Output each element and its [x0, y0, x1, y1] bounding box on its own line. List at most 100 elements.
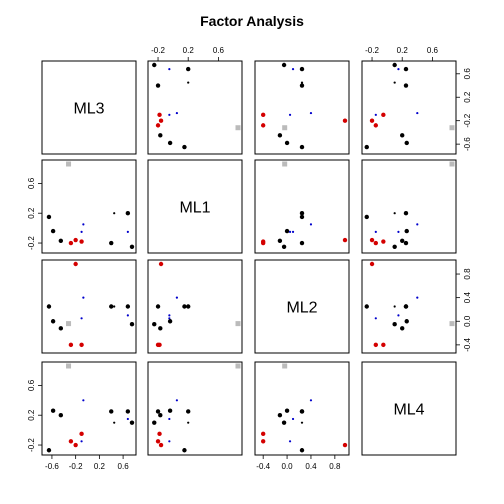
data-point-2	[403, 304, 409, 309]
data-point-4	[167, 408, 173, 413]
data-point-13	[235, 363, 241, 369]
data-point-2	[299, 83, 305, 88]
data-point-9	[126, 230, 129, 233]
tick-label: 0.6	[427, 46, 439, 55]
data-point-7	[369, 261, 375, 267]
data-point-2	[403, 83, 409, 88]
data-point-12	[113, 305, 116, 308]
data-point-7	[73, 442, 78, 448]
tick-label: 0.2	[463, 91, 472, 103]
data-point-1	[125, 304, 131, 309]
data-point-3	[277, 413, 283, 418]
data-point-6	[155, 439, 161, 444]
data-point-10	[175, 111, 178, 115]
tick-label: 0.2	[397, 46, 409, 55]
data-point-10	[175, 296, 178, 299]
data-point-11	[288, 230, 292, 233]
panel-r2-c2	[254, 259, 350, 354]
tick-label: -0.4	[463, 337, 472, 351]
data-point-2	[109, 240, 114, 246]
data-point-10	[175, 399, 178, 402]
tick-label: 0.6	[118, 462, 130, 471]
data-point-11	[168, 317, 171, 320]
data-point-11	[80, 230, 83, 233]
panel-r2-c1	[147, 259, 243, 354]
tick-label: 0.6	[27, 177, 36, 189]
data-point-6	[68, 240, 74, 246]
data-point-4	[50, 408, 56, 413]
data-point-3	[158, 413, 163, 418]
data-point-7	[342, 237, 348, 243]
data-point-1	[125, 211, 131, 216]
data-point-5	[46, 448, 52, 453]
data-point-4	[284, 140, 290, 146]
tick-label: 0.8	[329, 462, 341, 471]
tick-label: 0.4	[305, 462, 317, 471]
data-point-13	[282, 363, 288, 369]
data-point-6	[68, 439, 74, 444]
data-point-5	[182, 144, 187, 150]
panel-r0-c2	[254, 60, 350, 155]
data-point-9	[397, 68, 400, 71]
tick-label: -0.2	[27, 236, 36, 250]
data-point-7	[73, 237, 78, 243]
data-point-8	[79, 239, 84, 244]
tick-label: -0.6	[45, 462, 59, 471]
data-point-9	[291, 230, 295, 233]
data-point-13	[449, 125, 455, 131]
data-point-8	[381, 342, 386, 348]
panel-r1-c1	[147, 159, 243, 254]
data-point-10	[82, 296, 85, 299]
panel-r0-c1	[147, 60, 243, 155]
data-point-0	[129, 420, 135, 425]
data-point-8	[157, 342, 162, 348]
data-point-12	[187, 305, 190, 308]
tick-label: -0.6	[463, 137, 472, 151]
data-point-5	[364, 144, 369, 150]
data-point-13	[282, 125, 288, 131]
data-point-8	[79, 342, 84, 348]
data-point-0	[281, 420, 287, 425]
data-point-2	[155, 304, 161, 309]
data-point-3	[58, 326, 64, 331]
data-point-8	[381, 112, 386, 118]
data-point-6	[373, 123, 379, 128]
tick-label: -0.2	[27, 438, 36, 452]
data-point-3	[58, 238, 64, 243]
data-point-12	[187, 421, 190, 424]
tick-label: 0.6	[463, 68, 472, 80]
data-point-3	[277, 133, 283, 138]
data-point-6	[155, 123, 161, 128]
tick-label: 0.2	[94, 462, 106, 471]
variable-label: ML1	[179, 200, 210, 217]
data-point-13	[66, 161, 72, 167]
data-point-9	[126, 417, 129, 421]
data-point-5	[299, 214, 305, 220]
data-point-10	[416, 111, 419, 115]
data-point-13	[66, 363, 72, 369]
data-point-0	[129, 244, 135, 249]
data-point-2	[299, 409, 305, 414]
data-point-0	[152, 322, 157, 327]
data-point-11	[374, 113, 377, 116]
data-point-2	[155, 83, 161, 88]
data-point-12	[300, 212, 304, 215]
panel-r1-c3	[361, 159, 457, 254]
data-point-12	[393, 212, 396, 215]
data-point-11	[168, 440, 171, 443]
data-point-1	[299, 66, 305, 72]
tick-label: 0.2	[27, 207, 36, 219]
data-point-10	[309, 111, 313, 115]
data-point-3	[158, 326, 163, 331]
data-point-7	[158, 261, 164, 267]
tick-label: 0.2	[27, 409, 36, 421]
data-point-11	[288, 440, 292, 443]
data-point-6	[68, 342, 74, 348]
tick-label: 0.6	[27, 379, 36, 391]
data-point-0	[281, 244, 287, 249]
data-point-3	[400, 326, 405, 331]
tick-label: -0.4	[256, 462, 270, 471]
data-point-4	[167, 319, 173, 324]
data-point-6	[260, 123, 266, 128]
data-point-3	[158, 133, 163, 138]
